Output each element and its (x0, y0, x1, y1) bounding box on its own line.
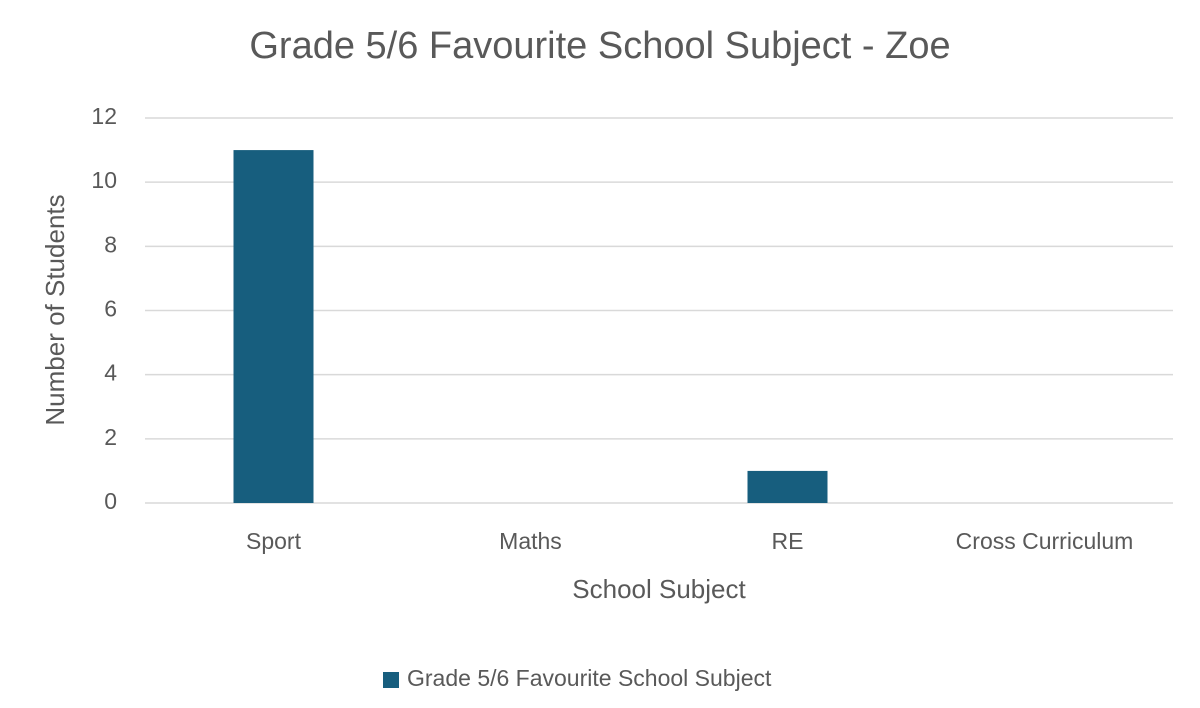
legend-swatch (383, 672, 399, 688)
chart-title: Grade 5/6 Favourite School Subject - Zoe (249, 25, 950, 67)
legend-label: Grade 5/6 Favourite School Subject (407, 665, 772, 691)
x-axis-label: School Subject (572, 574, 746, 604)
bar (747, 470, 828, 503)
x-tick-label: Cross Curriculum (956, 528, 1134, 554)
x-tick-label: RE (772, 528, 804, 554)
y-tick-label: 2 (104, 424, 117, 450)
bar (233, 150, 314, 504)
y-tick-label: 4 (104, 360, 117, 386)
y-tick-label: 10 (91, 167, 117, 193)
x-tick-label: Sport (246, 528, 302, 554)
y-tick-label: 8 (104, 231, 117, 257)
x-tick-label: Maths (499, 528, 562, 554)
y-tick-label: 12 (91, 103, 117, 129)
y-tick-label: 0 (104, 488, 117, 514)
y-tick-label: 6 (104, 296, 117, 322)
y-axis-label: Number of Students (40, 194, 70, 425)
